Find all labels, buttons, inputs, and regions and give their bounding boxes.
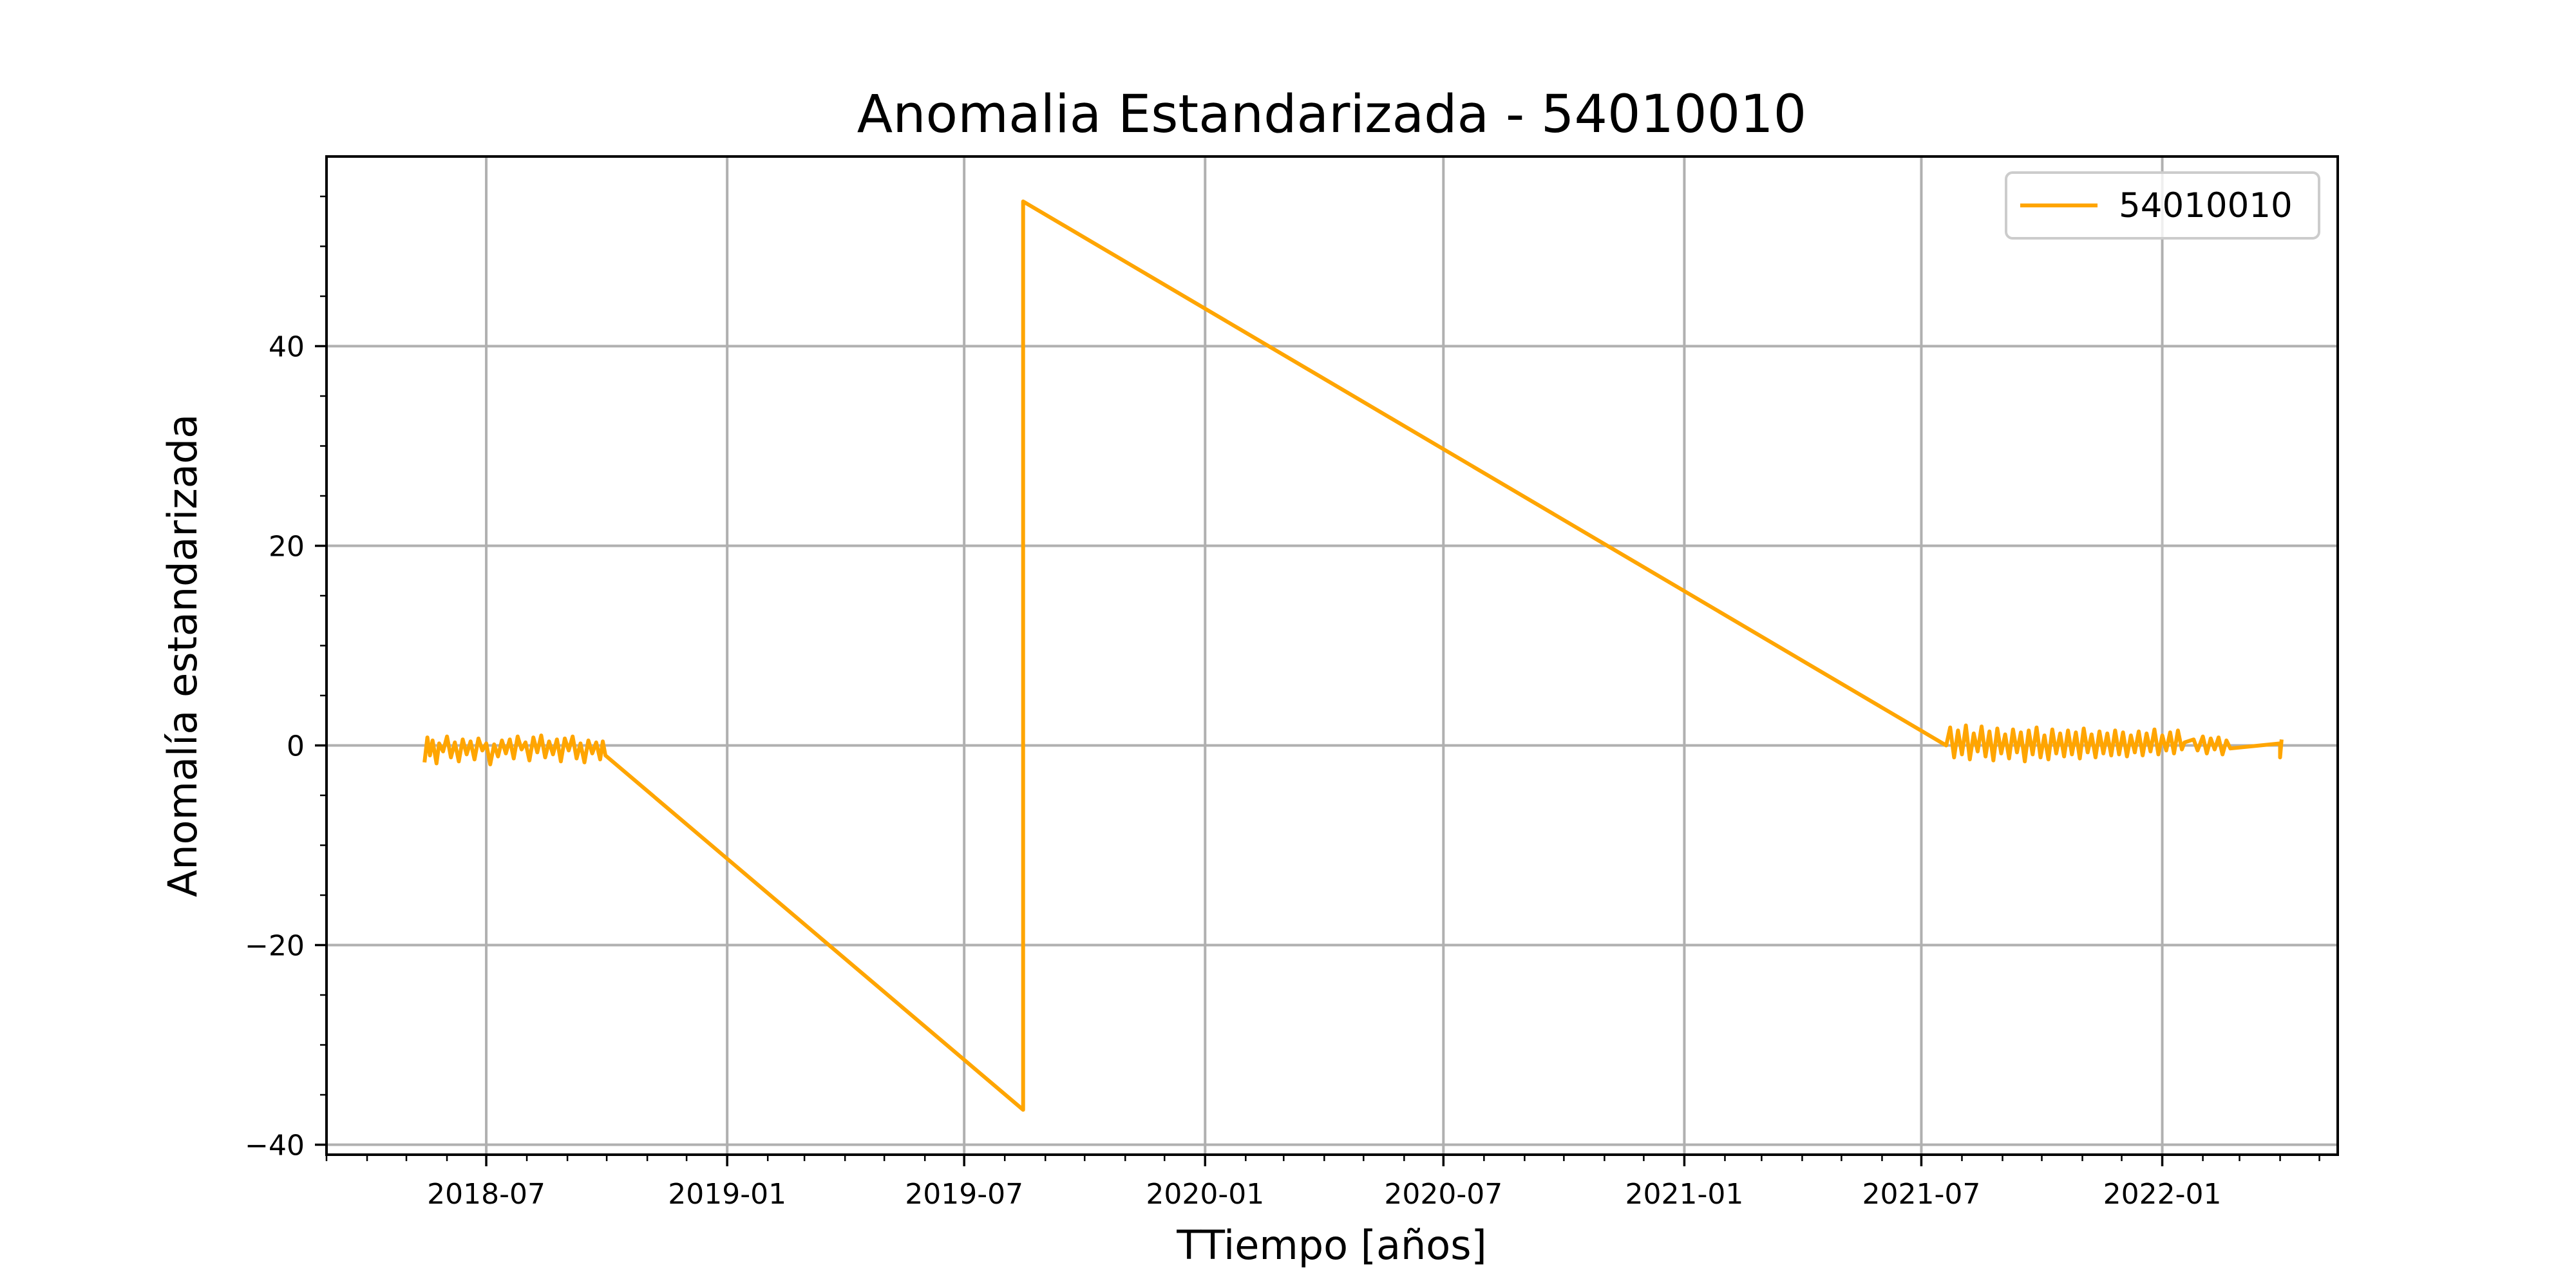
x-tick-label: 2022-01	[2103, 1178, 2222, 1211]
y-tick-label: −20	[245, 930, 305, 963]
y-tick-label: 0	[287, 730, 305, 763]
legend: 54010010	[2005, 171, 2320, 240]
x-axis-label: TTiempo [años]	[1176, 1222, 1486, 1269]
y-tick-label: 40	[269, 331, 305, 364]
x-tick-label: 2020-01	[1146, 1178, 1264, 1211]
x-tick-label: 2021-07	[1862, 1178, 1981, 1211]
y-axis-label: Anomalía estandarizada	[159, 414, 206, 897]
x-tick-label: 2021-01	[1625, 1178, 1744, 1211]
plot-area-background	[327, 156, 2338, 1155]
legend-box	[2005, 171, 2320, 240]
ticks: 2018-07 2019-01 2019-07 2020-01 2020-07 2021-…	[245, 195, 2320, 1211]
y-tick-label: −40	[245, 1130, 305, 1162]
plot-frame	[325, 155, 2339, 1156]
legend-label: 54010010	[2119, 186, 2293, 225]
x-tick-label: 2019-07	[905, 1178, 1023, 1211]
y-tick-label: 20	[269, 531, 305, 564]
x-tick-label: 2019-01	[668, 1178, 786, 1211]
x-tick-label: 2018-07	[427, 1178, 545, 1211]
x-tick-label: 2020-07	[1384, 1178, 1502, 1211]
series-line	[422, 199, 2284, 1112]
series-layer	[422, 199, 2284, 1112]
chart-title: Anomalia Estandarizada - 54010010	[857, 84, 1806, 145]
